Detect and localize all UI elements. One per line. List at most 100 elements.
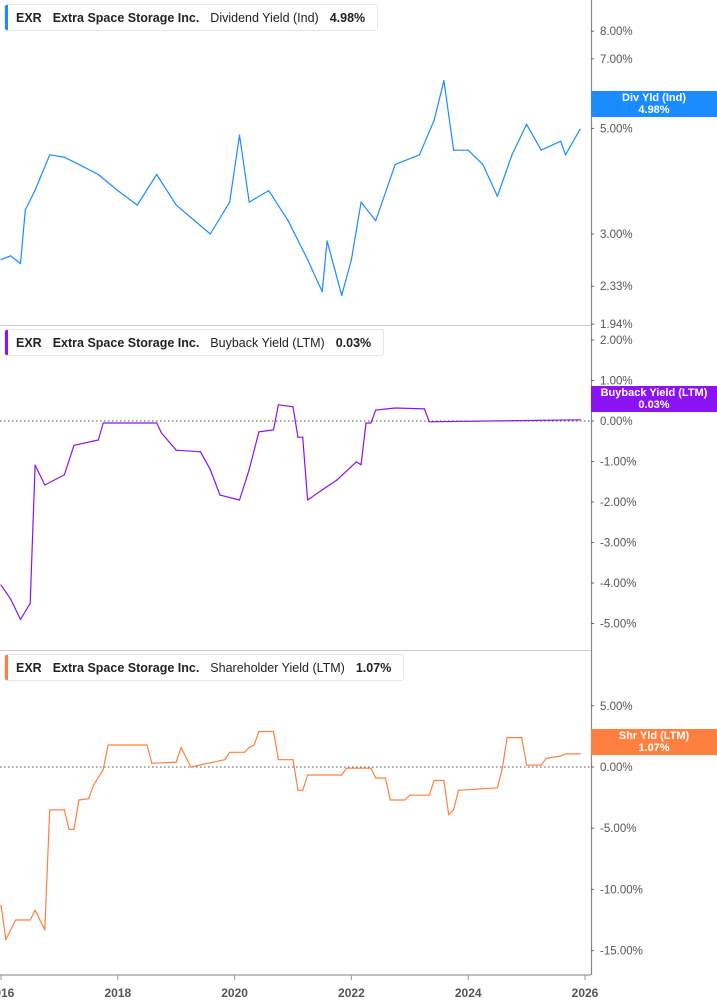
- data-point: [428, 421, 430, 423]
- data-point: [224, 759, 226, 761]
- y-tick-label: -1.00%: [600, 457, 636, 469]
- y-tick-label: 2.00%: [600, 335, 633, 347]
- data-point: [258, 431, 260, 433]
- y-tick-label: 0.00%: [600, 416, 633, 428]
- data-point: [190, 766, 192, 768]
- legend-buyback-yield: EXR Extra Space Storage Inc. Buyback Yie…: [4, 329, 385, 356]
- data-point: [29, 919, 31, 921]
- data-point: [560, 755, 562, 757]
- data-point: [321, 291, 323, 293]
- legend-value: 0.03%: [335, 335, 372, 350]
- data-point: [540, 149, 542, 151]
- data-point: [292, 406, 294, 408]
- data-point: [350, 259, 352, 261]
- x-tick-label: 2024: [455, 986, 482, 1000]
- data-point: [457, 789, 460, 791]
- data-point: [287, 220, 289, 222]
- data-point: [49, 809, 51, 811]
- data-point: [370, 767, 372, 769]
- data-point: [146, 744, 148, 746]
- data-point: [564, 753, 567, 755]
- data-point: [229, 201, 231, 203]
- badge-buyback-yield: Buyback Yield (LTM) 0.03%: [591, 386, 717, 412]
- data-point: [443, 779, 445, 782]
- data-point: [78, 163, 80, 166]
- data-point: [92, 784, 95, 786]
- data-point: [248, 201, 250, 203]
- data-point: [117, 190, 119, 192]
- data-point: [375, 409, 377, 411]
- data-point: [302, 436, 304, 438]
- data-point: [560, 140, 562, 142]
- data-point: [370, 422, 372, 424]
- series-line: [0, 730, 581, 941]
- data-point: [389, 799, 391, 801]
- data-point: [175, 449, 177, 451]
- data-point: [526, 764, 528, 766]
- y-tick-label: -3.00%: [600, 538, 636, 550]
- data-point: [365, 422, 367, 424]
- data-point: [564, 154, 567, 156]
- data-point: [345, 767, 348, 769]
- data-point: [579, 753, 581, 755]
- data-point: [579, 128, 581, 130]
- data-point: [511, 154, 513, 156]
- y-tick-label: 8.00%: [600, 26, 633, 38]
- data-point: [0, 584, 2, 586]
- data-point: [360, 201, 362, 203]
- data-point: [238, 134, 241, 136]
- data-point: [297, 436, 299, 438]
- data-point: [19, 262, 22, 265]
- y-tick-label: -10.00%: [600, 884, 643, 896]
- legend-metric: Shareholder Yield (LTM): [210, 660, 345, 675]
- data-point: [360, 464, 362, 466]
- y-tick-label: 1.94%: [600, 319, 633, 331]
- legend-shareholder-yield: EXR Extra Space Storage Inc. Shareholder…: [4, 654, 405, 681]
- data-point: [63, 809, 65, 811]
- data-point: [404, 799, 406, 801]
- data-point: [73, 828, 75, 831]
- data-point: [496, 787, 498, 789]
- data-point: [248, 469, 250, 471]
- data-point: [209, 233, 211, 235]
- legend-company: Extra Space Storage Inc.: [52, 335, 200, 350]
- data-point: [88, 798, 90, 800]
- y-tick-label: 1.00%: [600, 376, 633, 388]
- data-point: [238, 499, 241, 501]
- legend-value: 1.07%: [355, 660, 392, 675]
- data-point: [10, 255, 12, 257]
- data-point: [68, 828, 70, 831]
- data-point: [307, 499, 309, 501]
- data-point: [258, 730, 260, 733]
- data-point: [448, 814, 450, 816]
- data-point: [375, 777, 377, 779]
- data-point: [443, 80, 445, 82]
- legend-ticker: EXR: [16, 335, 42, 350]
- data-point: [336, 479, 338, 481]
- data-point: [433, 119, 435, 121]
- y-tick-label: 5.00%: [600, 123, 633, 135]
- data-point: [545, 757, 547, 760]
- y-tick-label: -5.00%: [600, 619, 636, 631]
- data-point: [268, 190, 270, 192]
- data-point: [297, 789, 299, 791]
- data-point: [501, 767, 503, 769]
- data-point: [161, 432, 163, 434]
- data-point: [175, 761, 177, 763]
- series-line: [0, 79, 581, 296]
- data-point: [229, 751, 231, 753]
- data-point: [326, 240, 328, 242]
- data-point: [423, 408, 425, 410]
- x-tick-label: 2022: [338, 986, 365, 1000]
- data-point: [19, 618, 22, 621]
- data-point: [394, 163, 396, 166]
- y-tick-label: 3.00%: [600, 229, 633, 241]
- badge-label: Div Yld (Ind): [622, 92, 686, 104]
- data-point: [102, 422, 104, 424]
- data-point: [540, 764, 542, 766]
- y-tick-label: -4.00%: [600, 578, 636, 590]
- data-point: [307, 774, 309, 776]
- legend-ticker: EXR: [16, 660, 42, 675]
- legend-metric: Dividend Yield (Ind): [210, 10, 319, 25]
